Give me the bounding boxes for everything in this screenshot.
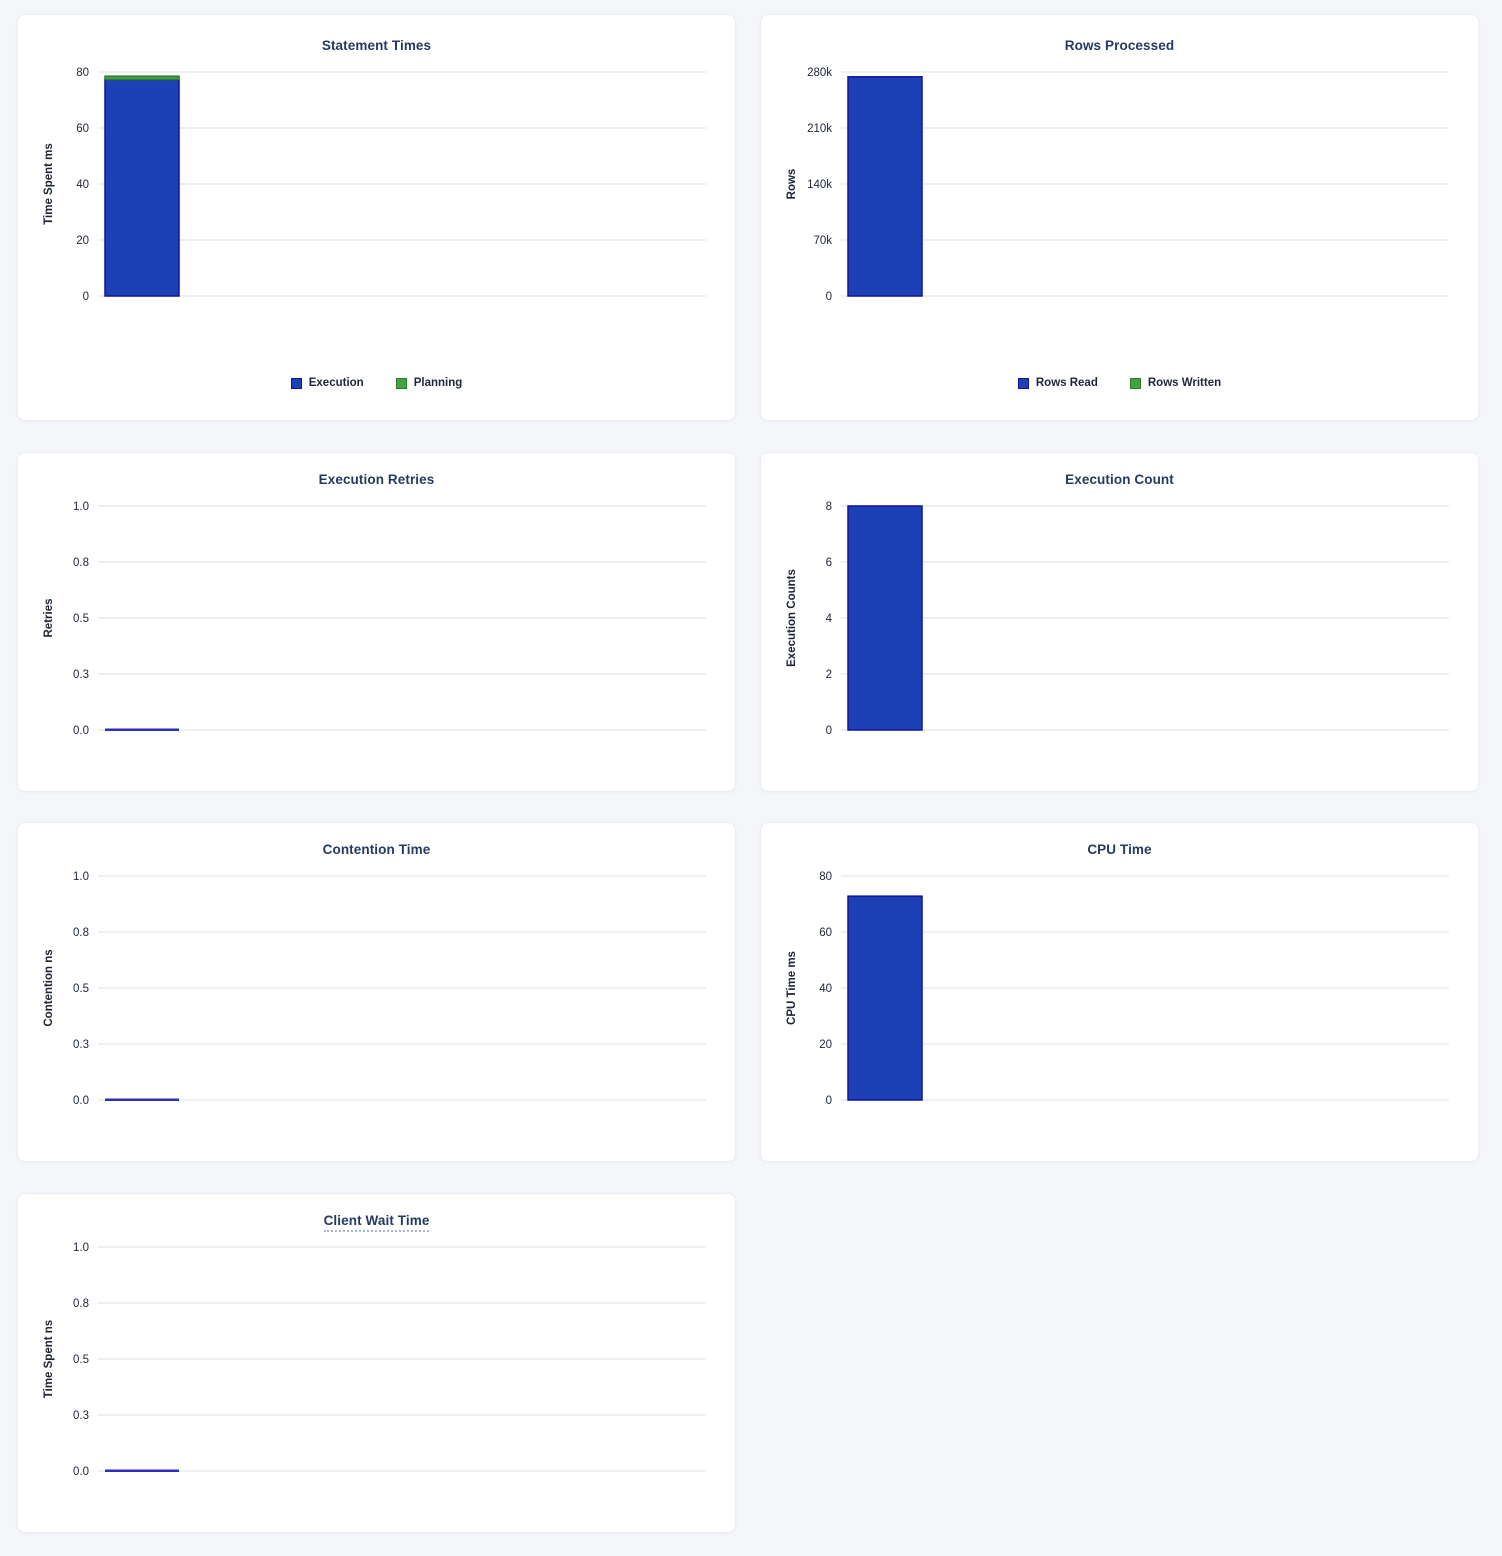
svg-text:Contention ns: Contention ns [43, 949, 55, 1026]
svg-text:60: 60 [819, 927, 832, 939]
chart-title-row: CPU Time [761, 841, 1478, 859]
svg-text:0.3: 0.3 [73, 1039, 89, 1051]
svg-text:0.5: 0.5 [73, 1354, 89, 1366]
legend-label: Execution [308, 377, 364, 389]
chart-card-statement-times: Statement Times 80 60 40 20 0 Time Spent ms E… [17, 14, 736, 421]
legend-item: Planning [395, 377, 463, 389]
chart-card-execution-count: Execution Count 8 6 4 2 0 Execution Counts [760, 452, 1479, 792]
svg-text:0: 0 [826, 1095, 832, 1107]
chart-title-row: Rows Processed [761, 37, 1478, 55]
cpu-time-chart: 80 60 40 20 0 CPU Time ms [786, 871, 1449, 1107]
svg-text:4: 4 [826, 613, 833, 625]
svg-text:0.8: 0.8 [73, 1298, 89, 1310]
statement-times-chart: 80 60 40 20 0 Time Spent ms [43, 67, 706, 303]
svg-text:0.5: 0.5 [73, 613, 89, 625]
svg-text:0: 0 [826, 725, 832, 737]
chart-title-row: Client Wait Time [18, 1212, 735, 1232]
rows-processed-chart: 280k 210k 140k 70k 0 Rows [786, 67, 1449, 303]
svg-text:1.0: 1.0 [73, 501, 89, 513]
chart-title-contention-time: Contention Time [322, 842, 431, 857]
svg-text:0.8: 0.8 [73, 927, 89, 939]
svg-text:20: 20 [76, 235, 89, 247]
contention-time-chart: 1.0 0.8 0.5 0.3 0.0 Contention ns [43, 871, 706, 1107]
chart-card-execution-retries: Execution Retries 1.0 0.8 0.5 0.3 0.0 Retries [17, 452, 736, 792]
chart-title-client-wait-time[interactable]: Client Wait Time [323, 1213, 430, 1232]
svg-text:210k: 210k [807, 123, 832, 135]
svg-text:Rows: Rows [786, 169, 798, 200]
svg-text:80: 80 [819, 871, 832, 883]
client-wait-time-chart: 1.0 0.8 0.5 0.3 0.0 Time Spent ns [43, 1242, 706, 1478]
legend-label: Planning [413, 377, 463, 389]
chart-title-execution-retries: Execution Retries [318, 472, 435, 487]
chart-title-row: Execution Count [761, 471, 1478, 489]
svg-text:0.0: 0.0 [73, 725, 89, 737]
svg-text:40: 40 [76, 179, 89, 191]
execution-retries-chart: 1.0 0.8 0.5 0.3 0.0 Retries [43, 501, 706, 737]
svg-text:0.0: 0.0 [73, 1095, 89, 1107]
svg-text:20: 20 [819, 1039, 832, 1051]
svg-text:140k: 140k [807, 179, 832, 191]
legend-item: Execution [290, 377, 364, 389]
chart-title-rows-processed: Rows Processed [1064, 38, 1175, 53]
legend-item: Rows Written [1129, 377, 1222, 389]
svg-text:Time Spent ms: Time Spent ms [43, 143, 55, 225]
svg-text:0: 0 [83, 291, 89, 303]
chart-title-execution-count: Execution Count [1065, 472, 1174, 487]
legend-swatch-icon [1017, 377, 1029, 389]
chart-card-contention-time: Contention Time 1.0 0.8 0.5 0.3 0.0 Contentio… [17, 822, 736, 1162]
chart-card-client-wait-time: Client Wait Time 1.0 0.8 0.5 0.3 0.0 Time Spe… [17, 1193, 736, 1533]
legend-swatch-icon [290, 377, 302, 389]
legend-label: Rows Read [1035, 377, 1098, 389]
svg-text:6: 6 [826, 557, 832, 569]
svg-text:CPU Time ms: CPU Time ms [786, 951, 798, 1025]
svg-text:Execution Counts: Execution Counts [786, 569, 798, 667]
svg-text:Time Spent ns: Time Spent ns [43, 1320, 55, 1398]
svg-text:1.0: 1.0 [73, 871, 89, 883]
legend-label: Rows Written [1147, 377, 1222, 389]
svg-text:280k: 280k [807, 67, 832, 79]
svg-text:8: 8 [826, 501, 832, 513]
chart-legend: Execution Planning [18, 377, 735, 389]
legend-swatch-icon [1129, 377, 1141, 389]
svg-text:0: 0 [826, 291, 832, 303]
svg-text:0.5: 0.5 [73, 983, 89, 995]
svg-text:70k: 70k [813, 235, 832, 247]
svg-text:60: 60 [76, 123, 89, 135]
chart-card-cpu-time: CPU Time 80 60 40 20 0 CPU Time ms [760, 822, 1479, 1162]
chart-title-row: Contention Time [18, 841, 735, 859]
svg-text:40: 40 [819, 983, 832, 995]
chart-legend: Rows Read Rows Written [761, 377, 1478, 389]
chart-card-rows-processed: Rows Processed 280k 210k 140k 70k 0 Rows Rows… [760, 14, 1479, 421]
svg-text:0.8: 0.8 [73, 557, 89, 569]
svg-text:2: 2 [826, 669, 832, 681]
svg-text:0.3: 0.3 [73, 669, 89, 681]
svg-text:80: 80 [76, 67, 89, 79]
execution-count-chart: 8 6 4 2 0 Execution Counts [786, 501, 1449, 737]
svg-text:1.0: 1.0 [73, 1242, 89, 1254]
chart-title-row: Statement Times [18, 37, 735, 55]
svg-text:Retries: Retries [43, 599, 55, 638]
chart-title-cpu-time: CPU Time [1087, 842, 1152, 857]
chart-title-statement-times: Statement Times [321, 38, 432, 53]
svg-text:0.3: 0.3 [73, 1410, 89, 1422]
chart-title-row: Execution Retries [18, 471, 735, 489]
legend-swatch-icon [395, 377, 407, 389]
legend-item: Rows Read [1017, 377, 1098, 389]
svg-text:0.0: 0.0 [73, 1466, 89, 1478]
